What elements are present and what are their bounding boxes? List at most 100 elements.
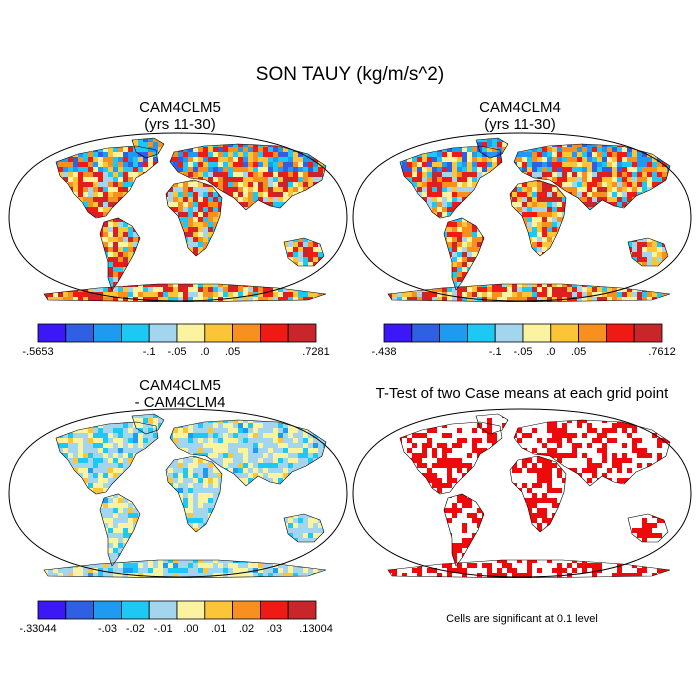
panel2-title-line2: (yrs 11-30) bbox=[484, 116, 556, 133]
panel4-title: T-Test of two Case means at each grid po… bbox=[375, 385, 669, 402]
eurasia-outline bbox=[513, 419, 671, 487]
colorbar-label: .03 bbox=[266, 623, 282, 635]
panel3-title: CAM4CLM5 - CAM4CLM4 bbox=[80, 377, 280, 411]
colorbar-cam4clm4: -.438 -.1 -.05 .0 .05 .7612 bbox=[371, 323, 676, 364]
colorbar-box bbox=[37, 600, 67, 620]
colorbar-boxes bbox=[383, 323, 663, 343]
colorbar-box bbox=[93, 600, 122, 620]
africa-outline bbox=[165, 179, 223, 257]
colorbar-box bbox=[232, 600, 261, 620]
colorbar-box bbox=[121, 323, 150, 343]
colorbar-label: -.5653 bbox=[22, 346, 54, 358]
colorbar-box bbox=[550, 323, 580, 343]
australia-outline bbox=[627, 513, 669, 543]
antarctica-outline bbox=[387, 559, 671, 579]
colorbar-box bbox=[65, 323, 94, 343]
figure-title: SON TAUY (kg/m/s^2) bbox=[255, 64, 445, 85]
world-map bbox=[352, 408, 692, 579]
colorbar-label: .02 bbox=[238, 623, 255, 635]
eurasia-outline bbox=[169, 143, 327, 211]
colorbar-box bbox=[287, 323, 317, 343]
panel2-title: CAM4CLM4 (yrs 11-30) bbox=[420, 99, 620, 133]
colorbar-cam4clm5: -.5653 -.1 -.05 .0 .05 .7281 bbox=[22, 323, 330, 364]
antarctica-outline bbox=[43, 283, 327, 303]
eurasia-outline bbox=[169, 419, 327, 487]
colorbar-label: -.01 bbox=[153, 623, 173, 635]
map-frame bbox=[352, 132, 692, 302]
colorbar-box bbox=[494, 323, 524, 343]
colorbar-box bbox=[633, 323, 663, 343]
australia-outline bbox=[627, 237, 669, 267]
south-america-outline bbox=[99, 217, 141, 291]
north-america-outline bbox=[55, 145, 159, 219]
colorbar-label: .0 bbox=[200, 346, 210, 358]
colorbar-box bbox=[467, 323, 496, 343]
antarctica-outline bbox=[387, 283, 671, 303]
colorbar-box bbox=[93, 323, 122, 343]
colorbar-label: .13004 bbox=[299, 623, 333, 635]
colorbar-box bbox=[204, 600, 234, 620]
colorbar-box bbox=[121, 600, 150, 620]
greenland-outline bbox=[131, 137, 165, 159]
colorbar-box bbox=[259, 323, 289, 343]
colorbar-box bbox=[605, 323, 635, 343]
south-america-outline bbox=[99, 493, 141, 567]
colorbar-box bbox=[65, 600, 94, 620]
colorbar-difference: -.33044 -.03 -.02 -.01 .00 .01 .02 .03 .13004 bbox=[19, 600, 333, 641]
antarctica-outline bbox=[43, 559, 327, 579]
world-map bbox=[8, 132, 348, 303]
colorbar-label: -.02 bbox=[125, 623, 145, 635]
colorbar-label: .7612 bbox=[648, 346, 676, 358]
significance-note: Cells are significant at 0.1 level bbox=[446, 613, 598, 625]
north-america-outline bbox=[399, 421, 503, 495]
colorbar-box bbox=[439, 323, 468, 343]
colorbar-box bbox=[232, 323, 261, 343]
colorbar-label: -.03 bbox=[98, 623, 117, 635]
colorbar-label: -.33044 bbox=[19, 623, 57, 635]
colorbar-label: -.1 bbox=[142, 346, 156, 358]
panel1-title-line1: CAM4CLM5 bbox=[139, 99, 221, 116]
colorbar-box bbox=[383, 323, 413, 343]
greenland-outline bbox=[475, 137, 509, 159]
australia-outline bbox=[283, 237, 325, 267]
australia-outline bbox=[283, 513, 325, 543]
greenland-outline bbox=[131, 413, 165, 435]
map-panel-cam4clm4 bbox=[352, 132, 692, 307]
map-frame bbox=[8, 132, 348, 302]
map-panel-difference bbox=[8, 408, 348, 583]
colorbar-box bbox=[176, 600, 206, 620]
panel1-title-line2: (yrs 11-30) bbox=[144, 116, 216, 133]
colorbar-label: .01 bbox=[211, 623, 227, 635]
colorbar-label: .05 bbox=[570, 346, 587, 358]
colorbar-label: -.05 bbox=[513, 346, 533, 358]
south-america-outline bbox=[443, 217, 485, 291]
map-frame bbox=[8, 408, 348, 578]
africa-outline bbox=[165, 455, 223, 533]
north-america-outline bbox=[399, 145, 503, 219]
colorbar-box bbox=[259, 600, 289, 620]
colorbar-label: .7281 bbox=[302, 346, 330, 358]
colorbar-label: -.438 bbox=[371, 346, 397, 358]
world-map bbox=[352, 132, 692, 303]
map-panel-ttest bbox=[352, 408, 692, 583]
panel3-title-line2: - CAM4CLM4 bbox=[134, 394, 226, 411]
colorbar-box bbox=[204, 323, 234, 343]
africa-outline bbox=[509, 179, 567, 257]
panel2-title-line1: CAM4CLM4 bbox=[479, 99, 561, 116]
colorbar-label: -.05 bbox=[167, 346, 187, 358]
colorbar-box bbox=[578, 323, 607, 343]
colorbar-box bbox=[148, 600, 178, 620]
colorbar-box bbox=[411, 323, 440, 343]
map-frame bbox=[352, 408, 692, 578]
colorbar-label: .05 bbox=[224, 346, 241, 358]
map-panel-cam4clm5 bbox=[8, 132, 348, 307]
colorbar-label: .00 bbox=[183, 623, 199, 635]
colorbar-box bbox=[287, 600, 317, 620]
eurasia-outline bbox=[513, 143, 671, 211]
colorbar-box bbox=[148, 323, 178, 343]
panel1-title: CAM4CLM5 (yrs 11-30) bbox=[80, 99, 280, 133]
north-america-outline bbox=[55, 421, 159, 495]
world-map bbox=[8, 408, 348, 579]
colorbar-label: .0 bbox=[546, 346, 556, 358]
colorbar-box bbox=[522, 323, 552, 343]
